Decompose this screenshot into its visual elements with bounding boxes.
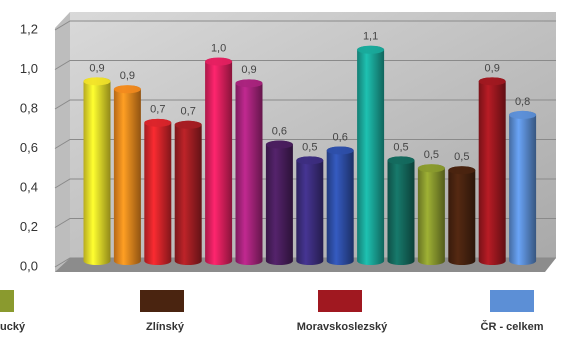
bar-top — [205, 57, 233, 66]
legend-label: Moravskoslezský — [297, 321, 388, 333]
y-tick-label: 0,8 — [20, 100, 38, 115]
value-label: 0,5 — [454, 151, 469, 163]
bar — [174, 120, 202, 265]
bar — [509, 110, 537, 265]
bar-top — [387, 156, 415, 165]
legend-label: ucký — [0, 321, 26, 333]
bar-top — [265, 140, 293, 149]
value-label: 0,9 — [89, 62, 104, 74]
bar — [205, 57, 233, 265]
bar — [387, 156, 415, 265]
bar-top — [478, 77, 506, 86]
value-label: 0,9 — [485, 62, 500, 74]
legend-swatch — [140, 290, 184, 312]
legend-label: ČR - celkem — [481, 320, 544, 333]
y-tick-label: 0,4 — [20, 179, 38, 194]
value-label: 1,0 — [211, 43, 226, 55]
legend-swatch — [318, 290, 362, 312]
legend-swatch — [490, 290, 534, 312]
bar — [326, 146, 354, 265]
bar-top — [83, 77, 111, 86]
value-label: 0,5 — [393, 141, 408, 153]
y-tick-label: 0,0 — [20, 258, 38, 273]
grid-line — [54, 60, 556, 70]
bar-top — [235, 79, 263, 88]
y-tick-label: 0,6 — [20, 140, 38, 155]
bar — [83, 77, 111, 265]
bar-top — [144, 118, 172, 127]
value-label: 0,6 — [272, 125, 287, 137]
grid-line — [54, 99, 556, 110]
bar — [357, 45, 385, 265]
bar-top — [417, 164, 445, 173]
value-label: 0,7 — [181, 106, 196, 118]
y-tick-label: 1,0 — [20, 61, 38, 76]
bar — [296, 156, 324, 265]
bar — [235, 79, 263, 265]
grid-line — [54, 20, 556, 31]
bar-top — [174, 120, 202, 129]
bar — [448, 166, 476, 265]
bar-top — [448, 166, 476, 175]
y-tick-label: 1,2 — [20, 21, 38, 36]
value-label: 0,5 — [302, 141, 317, 153]
legend-label: Zlínský — [146, 321, 185, 333]
bar — [417, 164, 445, 265]
grid-line — [54, 139, 556, 149]
bar — [113, 85, 141, 265]
bar-top — [326, 146, 354, 155]
y-tick-label: 0,2 — [20, 219, 38, 234]
value-label: 0,9 — [120, 70, 135, 82]
bar-top — [113, 85, 141, 94]
bar-top — [509, 110, 537, 119]
value-label: 1,1 — [363, 31, 378, 43]
bar — [478, 77, 506, 265]
bar — [265, 140, 293, 265]
value-label: 0,8 — [515, 96, 530, 108]
value-label: 0,9 — [241, 64, 256, 76]
legend-swatch — [0, 290, 14, 312]
bar-top — [296, 156, 324, 165]
bar — [144, 118, 172, 265]
value-label: 0,5 — [424, 149, 439, 161]
value-label: 0,6 — [333, 131, 348, 143]
bar-top — [357, 45, 385, 54]
value-label: 0,7 — [150, 104, 165, 116]
